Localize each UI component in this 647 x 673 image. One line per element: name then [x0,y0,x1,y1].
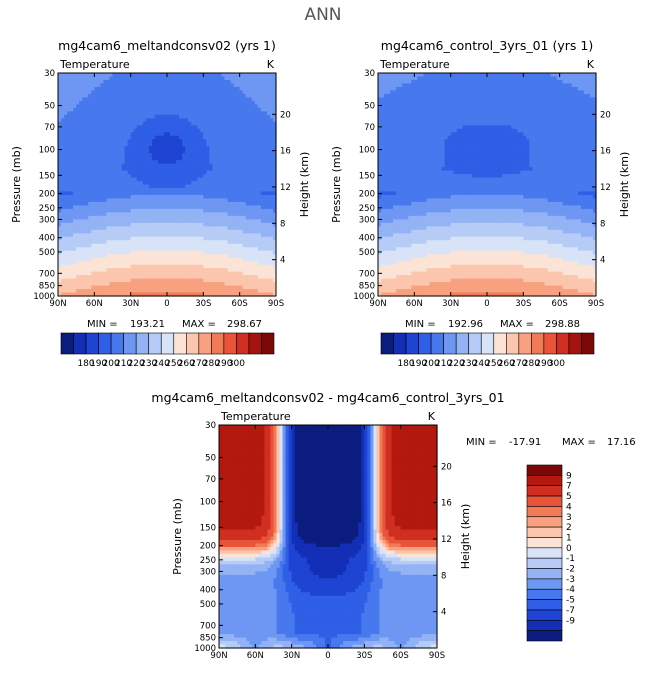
max-label: MAX = [182,319,216,330]
x-tick-label: 60N [86,299,103,309]
height-tick-label: 4 [280,256,285,266]
x-tick-label: 30S [195,299,211,309]
y-tick-label: 50 [44,101,55,111]
y-tick-label: 250 [39,204,55,214]
y-axis-label: Pressure (mb) [10,146,23,223]
y-tick-label: 400 [39,234,55,244]
x-tick-label: 0 [164,299,169,309]
units-label: K [267,58,275,71]
y-tick-label: 150 [39,171,55,181]
y-tick-label: 850 [39,282,55,292]
height-tick-label: 12 [280,183,291,193]
y-tick-label: 1000 [33,292,55,302]
x-tick-label: 30N [122,299,139,309]
x-tick-label: 90S [268,299,284,309]
x-tick-label: 60S [232,299,248,309]
variable-label: Temperature [59,58,130,71]
height-tick-label: 20 [280,110,291,120]
height-tick-label: 16 [280,147,291,157]
height-tick-label: 8 [280,219,285,229]
contour-fill [58,73,277,297]
y-tick-label: 500 [39,248,55,258]
y-tick-label: 300 [39,215,55,225]
min-value: 193.21 [130,319,165,330]
y-tick-label: 200 [39,190,55,200]
panel-title: mg4cam6_meltandconsv02 (yrs 1) [58,38,276,53]
y-tick-label: 70 [44,123,55,133]
height-axis-label: Height (km) [298,152,311,218]
page-title: ANN [304,5,341,25]
contour-fill [378,73,597,297]
y-tick-label: 700 [39,269,55,279]
min-label: MIN = [87,319,118,330]
y-tick-label: 30 [44,69,55,79]
y-tick-label: 100 [39,146,55,156]
max-value: 298.67 [227,319,262,330]
